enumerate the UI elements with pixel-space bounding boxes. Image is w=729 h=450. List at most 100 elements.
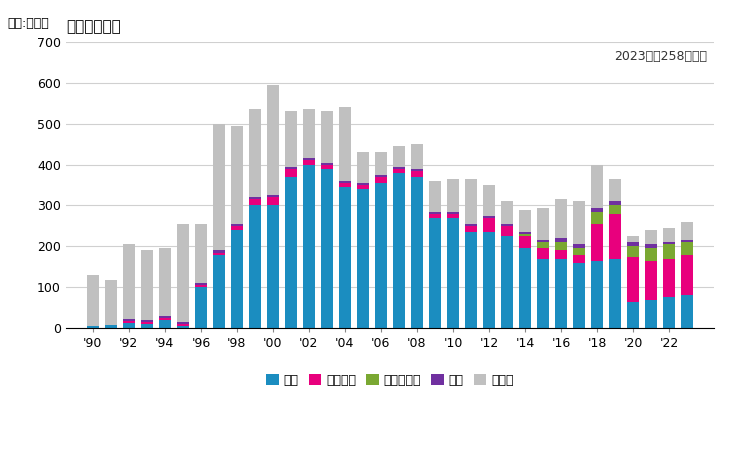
Bar (555, 238, 567, 242)
Bar (555, 251, 567, 259)
Bar (141, 322, 153, 324)
Bar (338, 183, 351, 187)
Bar (375, 177, 387, 183)
Text: 単位:万平米: 単位:万平米 (7, 18, 50, 31)
Bar (159, 316, 171, 318)
Bar (249, 109, 261, 197)
Bar (230, 226, 243, 230)
Bar (195, 285, 207, 287)
Bar (573, 244, 585, 248)
Bar (447, 218, 459, 328)
Bar (501, 236, 513, 328)
Bar (338, 187, 351, 328)
Bar (464, 232, 477, 328)
Bar (213, 251, 225, 252)
Bar (230, 230, 243, 328)
Bar (573, 202, 585, 244)
Bar (267, 195, 279, 197)
Bar (122, 319, 135, 321)
Bar (681, 222, 693, 240)
Bar (681, 240, 693, 242)
Bar (356, 183, 369, 185)
Bar (590, 224, 604, 261)
Bar (321, 162, 333, 165)
Bar (609, 202, 621, 206)
Bar (644, 248, 658, 261)
Bar (501, 224, 513, 226)
Bar (573, 263, 585, 328)
Bar (609, 259, 621, 328)
Bar (518, 232, 531, 234)
Bar (464, 226, 477, 232)
Bar (483, 216, 495, 218)
Bar (122, 243, 135, 319)
Bar (627, 256, 639, 302)
Bar (590, 261, 604, 328)
Bar (501, 226, 513, 236)
Bar (267, 197, 279, 206)
Bar (284, 177, 297, 328)
Bar (663, 297, 675, 328)
Bar (663, 242, 675, 244)
Bar (338, 107, 351, 181)
Bar (159, 320, 171, 328)
Bar (375, 175, 387, 177)
Bar (284, 112, 297, 166)
Bar (483, 232, 495, 328)
Bar (663, 228, 675, 242)
Bar (159, 248, 171, 316)
Bar (590, 212, 604, 224)
Bar (284, 166, 297, 169)
Bar (681, 296, 693, 328)
Bar (176, 326, 190, 328)
Bar (176, 324, 190, 326)
Bar (429, 214, 441, 218)
Bar (375, 183, 387, 328)
Bar (644, 300, 658, 328)
Bar (609, 179, 621, 202)
Bar (87, 326, 99, 328)
Bar (267, 206, 279, 328)
Bar (447, 212, 459, 214)
Text: 輸出量の推移: 輸出量の推移 (66, 19, 120, 34)
Bar (410, 171, 424, 177)
Bar (122, 323, 135, 328)
Bar (518, 248, 531, 328)
Bar (663, 259, 675, 297)
Bar (555, 259, 567, 328)
Bar (159, 318, 171, 320)
Bar (356, 152, 369, 183)
Bar (447, 179, 459, 212)
Bar (122, 321, 135, 323)
Bar (338, 181, 351, 183)
Bar (609, 214, 621, 259)
Bar (321, 165, 333, 169)
Bar (537, 248, 549, 259)
Bar (555, 199, 567, 238)
Bar (249, 199, 261, 206)
Bar (393, 173, 405, 328)
Bar (321, 112, 333, 162)
Bar (176, 224, 190, 322)
Bar (267, 85, 279, 195)
Bar (429, 218, 441, 328)
Bar (410, 169, 424, 171)
Bar (303, 158, 315, 161)
Bar (230, 224, 243, 226)
Bar (141, 324, 153, 328)
Bar (141, 320, 153, 322)
Bar (195, 224, 207, 283)
Bar (537, 242, 549, 248)
Bar (681, 242, 693, 255)
Bar (356, 185, 369, 189)
Bar (195, 283, 207, 285)
Bar (104, 280, 117, 325)
Bar (303, 161, 315, 165)
Bar (213, 255, 225, 328)
Bar (393, 146, 405, 166)
Bar (213, 124, 225, 251)
Text: 2023年：258万平米: 2023年：258万平米 (615, 50, 708, 63)
Bar (627, 236, 639, 242)
Bar (644, 261, 658, 300)
Bar (590, 165, 604, 207)
